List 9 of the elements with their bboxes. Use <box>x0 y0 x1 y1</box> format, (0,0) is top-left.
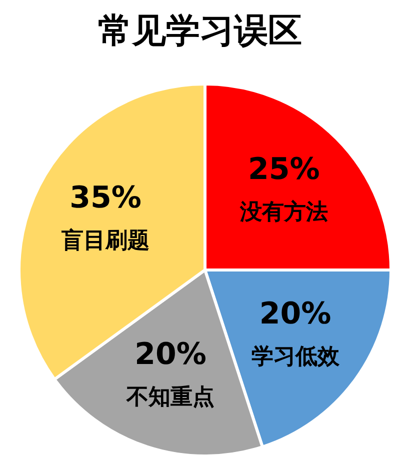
data-label: 25% <box>248 152 320 188</box>
chart-title: 常见学习误区 <box>98 11 302 51</box>
data-label: 35% <box>70 180 142 216</box>
slice-label: 盲目刷题 <box>60 227 150 254</box>
slice-label: 没有方法 <box>238 199 328 226</box>
slice-label: 不知重点 <box>126 385 215 410</box>
data-label: 20% <box>259 296 332 332</box>
data-label: 20% <box>134 337 206 372</box>
slice-label: 学习低效 <box>251 344 340 370</box>
